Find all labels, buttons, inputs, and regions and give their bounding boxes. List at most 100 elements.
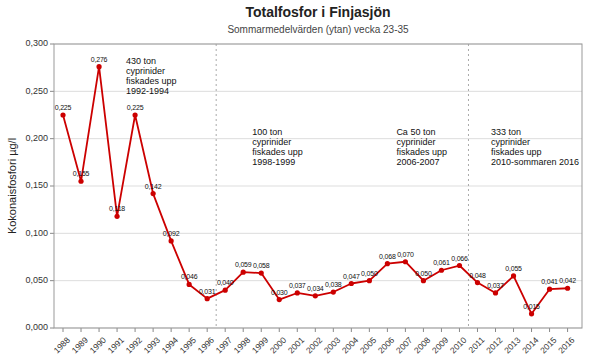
data-label: 0,031 <box>199 288 216 295</box>
y-tick <box>50 138 54 139</box>
point <box>295 290 300 295</box>
point <box>151 191 156 196</box>
x-tick-label: 2014 <box>520 335 541 356</box>
annotation-line: cyprinider <box>126 66 165 76</box>
x-tick <box>477 328 478 332</box>
x-tick <box>207 328 208 332</box>
x-tick-label: 2005 <box>358 335 379 356</box>
x-tick <box>333 328 334 332</box>
x-tick <box>243 328 244 332</box>
annotation-line: 333 ton <box>491 127 521 137</box>
y-tick-label: 0,200 <box>25 133 48 143</box>
data-label: 0,055 <box>505 265 522 272</box>
point <box>60 112 65 117</box>
data-label: 0,058 <box>253 262 270 269</box>
point <box>132 112 137 117</box>
data-label: 0,046 <box>181 273 198 280</box>
annotation-line: 100 ton <box>252 127 282 137</box>
data-label: 0,142 <box>145 183 162 190</box>
y-tick-label: 0,250 <box>25 86 48 96</box>
y-tick <box>50 44 54 45</box>
annotation-line: Ca 50 ton <box>396 127 435 137</box>
data-label: 0,042 <box>559 277 576 284</box>
annotation-line: cyprinider <box>252 137 291 147</box>
data-label: 0,225 <box>55 104 72 111</box>
data-label: 0,037 <box>487 282 504 289</box>
x-tick-label: 1991 <box>106 335 127 356</box>
data-label: 0,015 <box>523 303 540 310</box>
x-tick <box>369 328 370 332</box>
x-tick <box>171 328 172 332</box>
annotation: 100 toncypriniderfiskades upp1998-1999 <box>252 127 303 167</box>
data-label: 0,066 <box>451 255 468 262</box>
x-tick <box>441 328 442 332</box>
data-label: 0,047 <box>343 273 360 280</box>
x-tick-label: 1989 <box>70 335 91 356</box>
data-label: 0,061 <box>433 259 450 266</box>
x-tick <box>81 328 82 332</box>
annotation-line: fiskades upp <box>491 147 542 157</box>
annotation-line: 1992-1994 <box>126 86 169 96</box>
x-tick-label: 2004 <box>340 335 361 356</box>
line <box>63 67 568 314</box>
x-tick-label: 1998 <box>232 335 253 356</box>
x-tick <box>531 328 532 332</box>
point <box>493 290 498 295</box>
annotation-line: cyprinider <box>491 137 530 147</box>
point <box>259 270 264 275</box>
point <box>403 259 408 264</box>
x-tick <box>423 328 424 332</box>
x-tick-label: 2012 <box>484 335 505 356</box>
annotation: 333 toncypriniderfiskades upp2010-sommar… <box>491 127 579 167</box>
point <box>367 278 372 283</box>
x-tick <box>459 328 460 332</box>
y-axis-label: Kokonaisfosfori µg/l <box>6 138 18 234</box>
data-label: 0,059 <box>235 261 252 268</box>
annotation-line: 430 ton <box>126 56 156 66</box>
x-tick-label: 1996 <box>196 335 217 356</box>
point <box>78 179 83 184</box>
data-label: 0,068 <box>379 253 396 260</box>
point <box>439 268 444 273</box>
x-tick <box>63 328 64 332</box>
data-label: 0,225 <box>127 104 144 111</box>
x-tick-label: 1999 <box>250 335 271 356</box>
data-label: 0,092 <box>163 230 180 237</box>
x-tick <box>297 328 298 332</box>
x-tick <box>225 328 226 332</box>
point <box>241 270 246 275</box>
data-label: 0,050 <box>415 270 432 277</box>
data-label: 0,118 <box>109 205 125 212</box>
y-tick <box>50 186 54 187</box>
grid-line <box>54 233 582 234</box>
data-label: 0,048 <box>469 272 486 279</box>
x-tick-label: 2015 <box>538 335 559 356</box>
point <box>475 280 480 285</box>
x-tick-label: 1997 <box>214 335 235 356</box>
y-tick <box>50 280 54 281</box>
y-tick <box>50 328 54 329</box>
y-tick-label: 0,300 <box>25 38 48 48</box>
x-tick <box>315 328 316 332</box>
grid-line <box>54 186 582 187</box>
annotation-line: cyprinider <box>396 137 435 147</box>
data-label: 0,041 <box>541 278 558 285</box>
x-tick <box>261 328 262 332</box>
y-tick <box>50 233 54 234</box>
x-tick-label: 1993 <box>142 335 163 356</box>
x-tick <box>405 328 406 332</box>
reference-line <box>468 44 469 328</box>
x-tick <box>351 328 352 332</box>
point <box>114 214 119 219</box>
annotation-line: fiskades upp <box>252 147 303 157</box>
annotation: Ca 50 toncypriniderfiskades upp2006-2007 <box>396 127 447 167</box>
x-tick-label: 1990 <box>88 335 109 356</box>
x-tick <box>99 328 100 332</box>
point <box>331 289 336 294</box>
x-tick-label: 1995 <box>178 335 199 356</box>
data-label: 0,050 <box>361 270 378 277</box>
x-tick <box>549 328 550 332</box>
x-tick <box>495 328 496 332</box>
subtitle: Sommarmedelvärden (ytan) vecka 23-35 <box>227 24 409 35</box>
annotation-line: 1998-1999 <box>252 157 295 167</box>
